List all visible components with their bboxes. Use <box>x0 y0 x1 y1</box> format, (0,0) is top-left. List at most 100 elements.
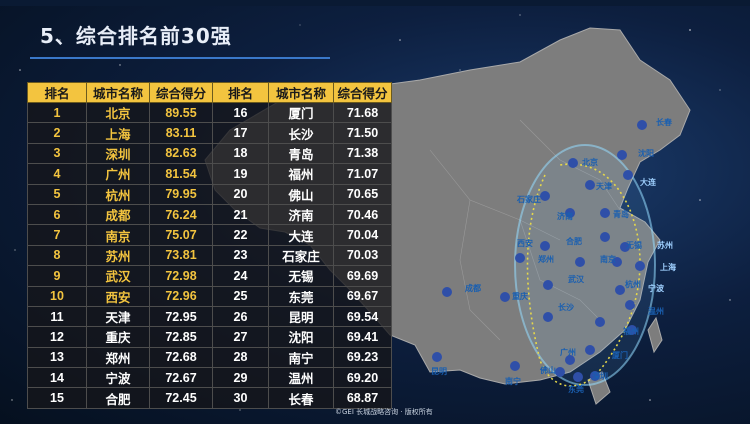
copyright-footer: ©GEI 长城战略咨询 · 版权所有 <box>335 408 433 416</box>
city-cell-2: 无锡 <box>268 265 334 287</box>
map-label-wuhan: 武汉 <box>568 275 584 284</box>
map-label-jinan: 济南 <box>557 212 573 221</box>
map-label-zhengzhou: 郑州 <box>538 255 554 264</box>
score-cell: 83.11 <box>149 122 213 144</box>
city-cell-2: 沈阳 <box>268 326 334 348</box>
map-label-wuxi: 无锡 <box>626 241 642 250</box>
city-cell: 深圳 <box>86 142 150 165</box>
rank-cell: 14 <box>27 367 87 389</box>
score-cell: 72.95 <box>149 305 213 328</box>
city-cell: 成都 <box>86 203 150 226</box>
title-underline <box>30 57 330 59</box>
city-cell-2: 济南 <box>268 203 334 226</box>
city-cell: 宁波 <box>86 367 150 389</box>
map-label-qingdao: 青岛 <box>613 210 629 219</box>
score-cell: 72.67 <box>149 367 213 389</box>
rank-cell: 3 <box>27 142 87 165</box>
rank-cell-2: 23 <box>212 244 269 267</box>
score-cell: 89.55 <box>149 101 213 124</box>
table-row: 2 上海 83.11 17 长沙 71.50 <box>27 122 392 144</box>
score-cell-2: 71.68 <box>333 101 392 124</box>
rank-cell: 5 <box>27 183 87 205</box>
city-cell-2: 佛山 <box>268 183 334 205</box>
city-cell: 南京 <box>86 224 150 246</box>
map-label-hefei: 合肥 <box>566 237 582 246</box>
city-cell-2: 长沙 <box>268 122 334 144</box>
city-cell: 苏州 <box>86 244 150 267</box>
city-cell: 广州 <box>86 163 150 185</box>
score-cell-2: 71.07 <box>333 163 392 185</box>
city-cell: 郑州 <box>86 346 150 369</box>
city-cell: 天津 <box>86 305 150 328</box>
city-cell: 西安 <box>86 285 150 307</box>
city-cell: 杭州 <box>86 183 150 205</box>
city-cell-2: 青岛 <box>268 142 334 165</box>
rank-cell-2: 18 <box>212 142 269 165</box>
rank-cell-2: 24 <box>212 265 269 287</box>
rank-cell: 10 <box>27 285 87 307</box>
table-row: 13 郑州 72.68 28 南宁 69.23 <box>27 346 392 369</box>
table-row: 6 成都 76.24 21 济南 70.46 <box>27 203 392 226</box>
table-row: 11 天津 72.95 26 昆明 69.54 <box>27 305 392 328</box>
coastal-glow-region <box>514 144 656 386</box>
map-label-chengdu: 成都 <box>465 284 481 293</box>
map-label-xian: 西安 <box>517 239 533 248</box>
map-label-dongguan: 东莞 <box>568 385 584 394</box>
score-cell-2: 71.50 <box>333 122 392 144</box>
rank-cell-2: 28 <box>212 346 269 369</box>
map-label-foshan: 佛山 <box>540 366 556 375</box>
table-row: 15 合肥 72.45 30 长春 68.87 <box>27 387 392 409</box>
city-cell: 重庆 <box>86 326 150 348</box>
city-dots <box>432 120 647 382</box>
map-label-shanghai: 上海 <box>660 263 676 272</box>
score-cell-2: 70.04 <box>333 224 392 246</box>
score-cell-2: 70.03 <box>333 244 392 267</box>
score-cell: 81.54 <box>149 163 213 185</box>
city-cell: 武汉 <box>86 265 150 287</box>
map-label-hangzhou: 杭州 <box>625 280 641 289</box>
map-label-shenzhen: 深圳 <box>592 372 608 381</box>
score-cell: 82.63 <box>149 142 213 165</box>
rank-cell: 13 <box>27 346 87 369</box>
map-label-changsha: 长沙 <box>558 303 574 312</box>
city-cell-2: 大连 <box>268 224 334 246</box>
header-rank: 排名 <box>27 82 87 103</box>
rank-cell-2: 20 <box>212 183 269 205</box>
rank-cell: 12 <box>27 326 87 348</box>
rank-cell-2: 27 <box>212 326 269 348</box>
rank-cell: 6 <box>27 203 87 226</box>
score-cell: 73.81 <box>149 244 213 267</box>
table-row: 12 重庆 72.85 27 沈阳 69.41 <box>27 326 392 348</box>
city-cell-2: 南宁 <box>268 346 334 369</box>
map-label-fuzhou: 福州 <box>623 327 639 336</box>
score-cell: 72.68 <box>149 346 213 369</box>
score-cell-2: 69.69 <box>333 265 392 287</box>
rank-cell-2: 21 <box>212 203 269 226</box>
score-cell-2: 69.23 <box>333 346 392 369</box>
score-cell: 79.95 <box>149 183 213 205</box>
city-cell-2: 昆明 <box>268 305 334 328</box>
rank-cell-2: 19 <box>212 163 269 185</box>
score-cell-2: 70.65 <box>333 183 392 205</box>
table-row: 10 西安 72.96 25 东莞 69.67 <box>27 285 392 307</box>
rank-cell: 9 <box>27 265 87 287</box>
rank-cell: 2 <box>27 122 87 144</box>
city-cell-2: 温州 <box>268 367 334 389</box>
rank-cell: 7 <box>27 224 87 246</box>
map-label-kunming: 昆明 <box>431 367 447 376</box>
score-cell-2: 68.87 <box>333 387 392 409</box>
rank-cell-2: 29 <box>212 367 269 389</box>
map-label-xiamen: 厦门 <box>612 351 628 360</box>
city-cell-2: 长春 <box>268 387 334 409</box>
rank-cell-2: 17 <box>212 122 269 144</box>
city-cell: 北京 <box>86 101 150 124</box>
rank-cell-2: 16 <box>212 101 269 124</box>
table-row: 9 武汉 72.98 24 无锡 69.69 <box>27 265 392 287</box>
rank-cell-2: 25 <box>212 285 269 307</box>
table-row: 14 宁波 72.67 29 温州 69.20 <box>27 367 392 389</box>
score-cell-2: 69.54 <box>333 305 392 328</box>
score-cell: 72.98 <box>149 265 213 287</box>
table-header-row: 排名 城市名称 综合得分 排名 城市名称 综合得分 <box>27 82 392 103</box>
rank-cell: 8 <box>27 244 87 267</box>
city-cell: 合肥 <box>86 387 150 409</box>
